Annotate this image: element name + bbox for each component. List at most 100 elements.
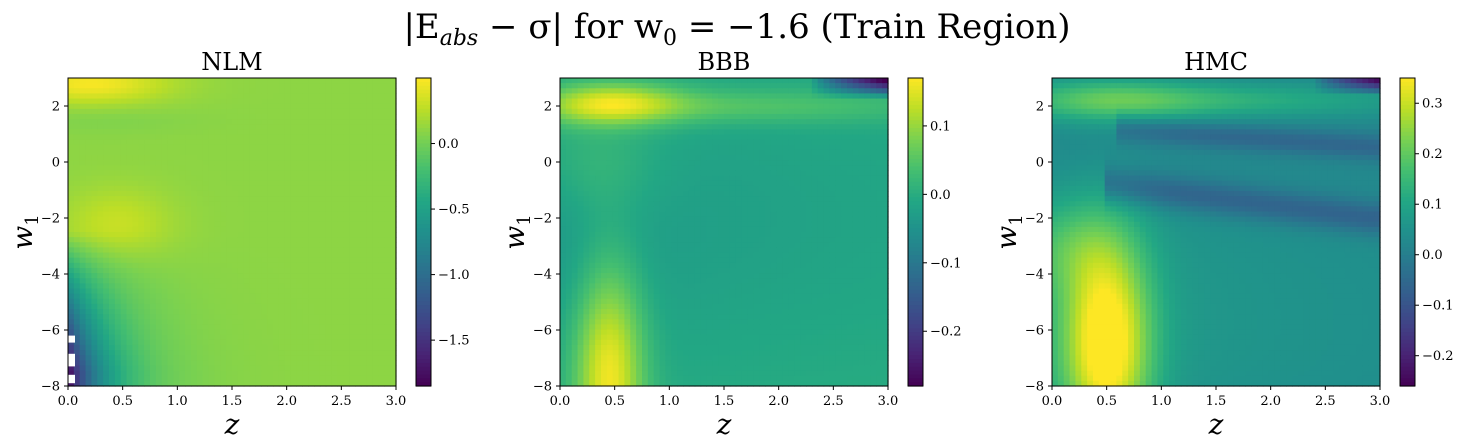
- heatmap-cell: [85, 257, 93, 264]
- heatmap-cell: [565, 288, 573, 295]
- heatmap-cell: [688, 252, 696, 259]
- y-axis-label-main: w: [6, 226, 39, 250]
- heatmap-cell: [612, 288, 620, 295]
- heatmap-cell: [337, 206, 344, 213]
- heatmap-cell: [132, 190, 139, 197]
- heatmap-cell: [665, 375, 672, 382]
- heatmap-cell: [232, 375, 239, 382]
- heatmap-cell: [349, 329, 356, 336]
- heatmap-cell: [319, 298, 327, 305]
- heatmap-cell: [314, 370, 321, 377]
- heatmap-cell: [384, 83, 391, 89]
- heatmap-cell: [700, 375, 708, 382]
- heatmap-cell: [173, 267, 180, 274]
- heatmap-cell: [560, 83, 567, 89]
- heatmap-cell: [653, 190, 661, 197]
- heatmap-cell: [319, 267, 327, 274]
- heatmap-cell: [120, 201, 128, 207]
- heatmap-cell: [214, 237, 221, 243]
- heatmap-cell: [700, 267, 708, 274]
- heatmap-cell: [85, 329, 93, 336]
- heatmap-cell: [601, 262, 608, 269]
- heatmap-cell: [97, 149, 104, 156]
- heatmap-cell: [261, 165, 268, 171]
- heatmap-cell: [314, 221, 321, 228]
- heatmap-cell: [278, 237, 286, 243]
- heatmap-cell: [694, 314, 702, 320]
- heatmap-cell: [360, 278, 368, 284]
- heatmap-cell: [249, 329, 257, 336]
- heatmap-cell: [232, 334, 239, 341]
- heatmap-cell: [665, 196, 672, 202]
- heatmap-cell: [296, 211, 303, 218]
- heatmap-cell: [343, 124, 350, 130]
- heatmap-cell: [384, 375, 391, 382]
- heatmap-cell: [73, 293, 81, 300]
- heatmap-cell: [161, 201, 169, 207]
- heatmap-cell: [120, 226, 128, 233]
- heatmap-cell: [642, 149, 649, 156]
- heatmap-cell: [273, 344, 280, 351]
- heatmap-cell: [355, 298, 362, 305]
- heatmap-cell: [601, 180, 608, 187]
- heatmap-cell: [73, 278, 81, 284]
- heatmap-cell: [642, 160, 649, 166]
- heatmap-cell: [606, 273, 614, 279]
- heatmap-cell: [355, 211, 362, 218]
- heatmap-cell: [273, 267, 280, 274]
- heatmap-cell: [565, 103, 573, 110]
- heatmap-cell: [694, 329, 702, 336]
- heatmap-cell: [267, 319, 274, 325]
- heatmap-cell: [214, 370, 221, 377]
- heatmap-cell: [366, 221, 374, 228]
- heatmap-cell: [688, 196, 696, 202]
- heatmap-cell: [636, 88, 643, 94]
- heatmap-cell: [355, 78, 362, 84]
- heatmap-cell: [378, 344, 385, 351]
- heatmap-cell: [220, 216, 227, 223]
- heatmap-cell: [226, 283, 233, 290]
- heatmap-cell: [120, 278, 128, 284]
- heatmap-cell: [155, 329, 163, 336]
- heatmap-cell: [688, 108, 696, 115]
- heatmap-cell: [671, 134, 678, 141]
- heatmap-cell: [237, 206, 245, 213]
- heatmap-cell: [343, 83, 350, 89]
- heatmap-cell: [284, 83, 292, 89]
- heatmap-cell: [677, 319, 684, 325]
- heatmap-cell: [677, 206, 684, 213]
- colorbar-segment: [416, 85, 431, 91]
- heatmap-cell: [167, 247, 175, 254]
- heatmap-cell: [109, 314, 116, 320]
- heatmap-cell: [314, 319, 321, 325]
- heatmap-cell: [68, 103, 75, 110]
- heatmap-cell: [560, 262, 567, 269]
- heatmap-cell: [688, 283, 696, 290]
- heatmap-cell: [360, 93, 368, 100]
- heatmap-cell: [325, 257, 333, 264]
- heatmap-cell: [683, 129, 690, 136]
- heatmap-cell: [384, 88, 391, 94]
- heatmap-cell: [191, 78, 198, 84]
- heatmap-cell: [249, 303, 257, 310]
- heatmap-cell: [308, 93, 315, 100]
- heatmap-cell: [337, 211, 344, 218]
- heatmap-cell: [683, 355, 690, 361]
- heatmap-cell: [249, 298, 257, 305]
- heatmap-cell: [68, 180, 75, 187]
- heatmap-cell: [208, 144, 216, 151]
- heatmap-cell: [612, 124, 620, 130]
- heatmap-cell: [601, 190, 608, 197]
- heatmap-cell: [612, 190, 620, 197]
- heatmap-cell: [677, 129, 684, 136]
- heatmap-cell: [278, 201, 286, 207]
- heatmap-cell: [302, 196, 309, 202]
- heatmap-cell: [91, 273, 98, 279]
- heatmap-cell: [384, 103, 391, 110]
- heatmap-cell: [349, 273, 356, 279]
- heatmap-cell: [612, 267, 620, 274]
- heatmap-cell: [249, 232, 257, 238]
- heatmap-cell: [565, 350, 573, 356]
- heatmap-cell: [583, 124, 590, 130]
